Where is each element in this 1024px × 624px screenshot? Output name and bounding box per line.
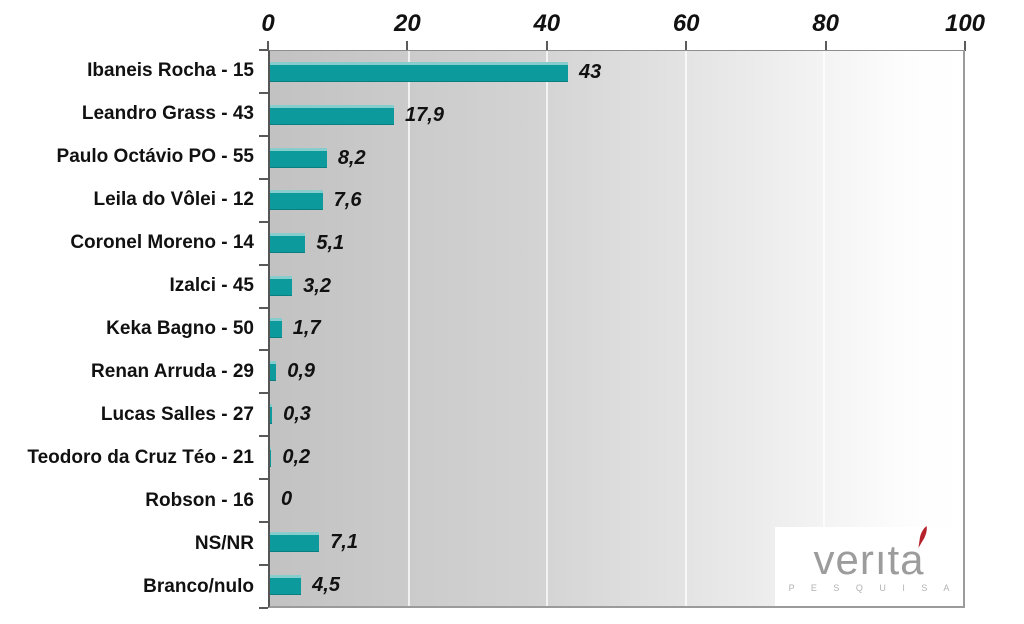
x-axis-tick	[267, 41, 269, 51]
y-axis-tick	[259, 478, 268, 481]
value-label: 7,6	[333, 189, 362, 212]
x-axis-tick	[964, 41, 966, 51]
category-label: Renan Arruda - 29	[91, 360, 254, 382]
x-axis-tick-label: 100	[944, 10, 986, 37]
y-axis-tick	[259, 263, 268, 266]
logo-accent-icon	[917, 526, 927, 549]
bar	[270, 531, 320, 552]
bar-row: 8,2	[270, 136, 963, 179]
y-axis-ticks	[259, 49, 268, 609]
category-label: Teodoro da Cruz Téo - 21	[27, 446, 254, 468]
category-label: Robson - 16	[145, 489, 254, 511]
logo-brand-last-letter: a	[900, 526, 927, 581]
logo-tagline: P E S Q U I S A	[788, 582, 957, 593]
value-label: 17,9	[405, 104, 444, 127]
bar	[270, 446, 272, 467]
value-label: 1,7	[292, 317, 321, 340]
category-axis: Ibaneis Rocha - 15 Leandro Grass - 43 Paul…	[0, 50, 254, 608]
category-label: Izalci - 45	[169, 275, 255, 297]
bar	[270, 233, 306, 254]
bar	[270, 147, 327, 168]
category-label: Coronel Moreno - 14	[70, 232, 254, 254]
y-axis-tick	[259, 49, 268, 51]
value-label: 8,2	[337, 146, 366, 169]
y-axis-tick	[259, 91, 268, 94]
x-axis-tick-label: 20	[394, 10, 421, 37]
category-label: NS/NR	[194, 532, 254, 554]
bar	[270, 105, 395, 126]
logo-brand-base: verıt	[813, 536, 901, 584]
bar-row: 1,7	[270, 307, 963, 350]
x-axis-tick-label: 80	[812, 10, 839, 37]
value-label: 0,2	[282, 445, 311, 468]
bar-row: 0,3	[270, 393, 963, 436]
bar	[270, 190, 323, 211]
bar-row: 0,2	[270, 435, 963, 478]
y-axis-tick	[259, 564, 268, 567]
y-axis-tick	[259, 521, 268, 524]
value-label: 0,3	[283, 402, 311, 425]
category-label: Leandro Grass - 43	[81, 103, 254, 125]
verita-logo: verıta P E S Q U I S A	[775, 526, 963, 606]
gridline	[407, 51, 410, 606]
bar-row: 0,9	[270, 350, 963, 393]
value-label: 0,9	[287, 360, 316, 383]
y-axis-tick	[259, 349, 268, 352]
category-label: Leila do Vôlei - 12	[93, 189, 255, 211]
bar-row: 5,1	[270, 222, 963, 265]
bar	[270, 574, 302, 595]
bar	[270, 361, 277, 382]
logo-brand-text: verıta	[813, 526, 927, 581]
bar-row: 17,9	[270, 94, 963, 137]
bar	[270, 318, 282, 339]
category-label: Branco/nulo	[143, 575, 254, 597]
plot-area: 43 17,9 8,2 7,6 5,1 3,2 1,7 0,9 0,3 0,2 0 7,1 4,5 ve…	[268, 50, 965, 608]
value-label: 43	[578, 61, 602, 84]
x-axis-tick	[545, 41, 548, 51]
y-axis-tick	[259, 607, 268, 609]
x-axis: 0 20 40 60 80 100	[261, 0, 985, 51]
y-axis-tick	[259, 392, 268, 395]
value-label: 0	[281, 488, 293, 511]
bar-rows: 43 17,9 8,2 7,6 5,1 3,2 1,7 0,9 0,3 0,2 0 7,1 4,5	[270, 51, 963, 606]
y-axis-tick	[259, 134, 268, 137]
bar-row: 0	[270, 478, 963, 521]
x-axis-tick	[824, 41, 827, 51]
x-axis-tick	[685, 41, 688, 51]
y-axis-tick	[259, 435, 268, 438]
value-label: 5,1	[316, 232, 345, 255]
category-label: Keka Bagno - 50	[106, 317, 254, 339]
bar	[270, 403, 273, 424]
bar-row: 43	[270, 51, 963, 94]
x-axis-tick-label: 40	[533, 10, 561, 37]
x-axis-tick	[406, 41, 409, 51]
x-axis-tick-label: 0	[261, 10, 275, 37]
value-label: 4,5	[312, 573, 340, 596]
value-label: 3,2	[303, 274, 331, 297]
bar	[270, 62, 568, 83]
y-axis-tick	[259, 220, 268, 223]
x-axis-tick-label: 60	[672, 10, 700, 37]
bar-row: 7,6	[270, 179, 963, 222]
bar-row: 3,2	[270, 264, 963, 307]
bar-row: 7,1	[270, 521, 963, 564]
category-label: Lucas Salles - 27	[100, 403, 254, 425]
y-axis-tick	[259, 177, 268, 180]
gridline	[684, 51, 687, 606]
bar-row: 4,5	[270, 563, 963, 606]
gridline	[823, 51, 826, 606]
gridline	[546, 51, 549, 606]
value-label: 7,1	[330, 530, 358, 553]
category-label: Paulo Octávio PO - 55	[56, 146, 254, 168]
y-axis-tick	[259, 306, 268, 309]
category-label: Ibaneis Rocha - 15	[87, 60, 254, 82]
bar	[270, 275, 293, 296]
